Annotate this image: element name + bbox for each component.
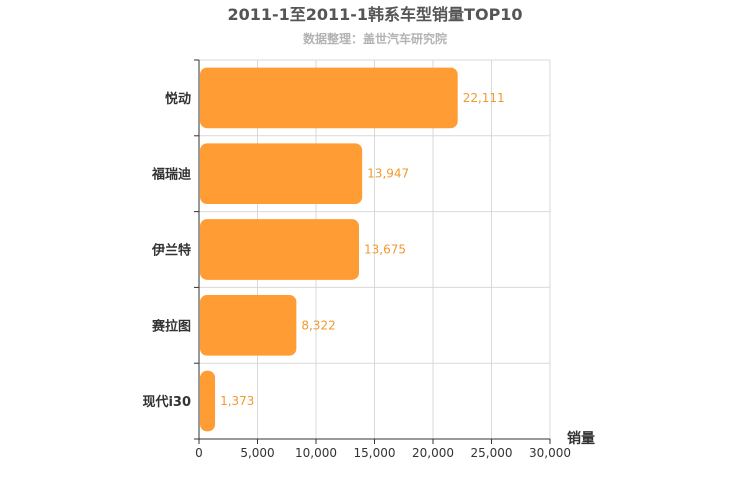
x-tick-label: 15,000 [354, 446, 396, 460]
chart-title: 2011-1至2011-1韩系车型销量TOP10 [227, 5, 522, 24]
bar-value-label: 13,947 [367, 167, 409, 181]
bar[interactable] [200, 219, 359, 280]
bars: 22,111 13,947 13,675 8,322 1,373 [200, 67, 505, 432]
x-axis-label: 销量 [567, 430, 595, 447]
y-tick-label: 赛拉图 [151, 318, 191, 334]
y-tick-label: 现代i30 [142, 394, 191, 410]
x-tick-label: 30,000 [529, 446, 571, 460]
bar[interactable] [200, 67, 458, 129]
y-tick-label: 伊兰特 [151, 243, 191, 259]
x-tick-label: 10,000 [295, 446, 337, 460]
y-tick-label: 福瑞迪 [151, 167, 191, 183]
x-tick-label: 25,000 [471, 446, 513, 460]
bar[interactable] [200, 370, 216, 432]
bar[interactable] [200, 143, 363, 205]
bar-value-label: 1,373 [220, 394, 254, 408]
x-tick-label: 0 [195, 446, 203, 460]
bar-value-label: 22,111 [463, 91, 505, 105]
bar-value-label: 8,322 [301, 318, 335, 332]
bar-value-label: 13,675 [364, 243, 406, 257]
y-tick-label: 悦动 [165, 91, 191, 107]
x-tick-label: 20,000 [412, 446, 454, 460]
x-tick-label: 5,000 [240, 446, 274, 460]
chart-subtitle: 数据整理：盖世汽车研究院 [303, 31, 447, 46]
bar[interactable] [200, 294, 297, 356]
